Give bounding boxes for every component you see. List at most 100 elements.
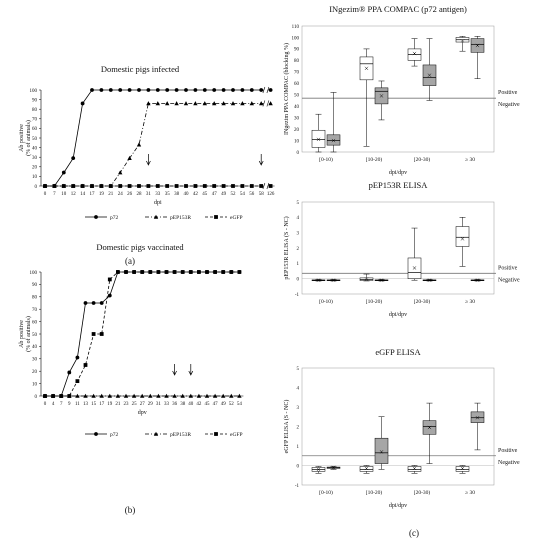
cutoff-label-positive: Positive xyxy=(498,90,518,96)
mean-marker xyxy=(460,466,465,471)
data-point-eGFP xyxy=(43,394,47,398)
data-point-p72 xyxy=(212,88,217,92)
axis-break-gap xyxy=(263,182,269,190)
mean-marker xyxy=(475,43,480,48)
x-tick-label: ≥ 30 xyxy=(465,490,475,496)
x-tick-label: 31 xyxy=(156,402,162,407)
x-axis-title: dpi/dpv xyxy=(389,312,407,318)
data-point-p72 xyxy=(99,301,104,305)
data-point-eGFP xyxy=(221,270,226,274)
y-tick-label: 20 xyxy=(32,166,38,171)
x-tick-label: 17 xyxy=(90,192,96,197)
x-tick-label: 21 xyxy=(115,402,121,407)
data-point-eGFP xyxy=(127,184,132,188)
arrow-marker xyxy=(258,154,264,166)
data-point-eGFP xyxy=(137,184,141,188)
data-point-pEP153R xyxy=(196,393,202,398)
x-tick-label: 26 xyxy=(127,192,133,197)
x-tick-label: 47 xyxy=(213,402,219,407)
data-point-eGFP xyxy=(99,332,104,336)
data-point-eGFP xyxy=(237,270,242,274)
legend-marker-pEP153R xyxy=(153,214,159,219)
x-tick-label: 40 xyxy=(184,192,190,197)
x-tick-label: 49 xyxy=(221,192,227,197)
x-tick-label: 25 xyxy=(132,402,138,407)
data-point-p72 xyxy=(83,301,88,305)
legend-marker-eGFP xyxy=(214,215,218,219)
data-point-pEP153R xyxy=(156,393,161,398)
data-point-p72 xyxy=(108,88,113,92)
x-tick-label: 36 xyxy=(172,402,178,407)
data-point-pEP153R xyxy=(204,393,210,398)
mean-marker xyxy=(427,278,432,282)
box-infected xyxy=(407,466,422,472)
data-point-pEP153R xyxy=(155,101,160,106)
x-tick-label: 126 xyxy=(267,192,275,197)
chart-title: Domestic pigs vaccinated xyxy=(96,242,184,252)
data-point-pEP153R xyxy=(75,393,80,398)
y-axis-title: eGFP ELISA (S - NC) xyxy=(283,400,290,454)
y-axis-title-2: (% of animals) xyxy=(25,316,32,352)
y-tick-label: 70 xyxy=(32,118,38,123)
x-tick-label: 23 xyxy=(124,402,130,407)
data-point-eGFP xyxy=(80,184,85,188)
y-tick-label: 80 xyxy=(294,59,300,64)
data-point-eGFP xyxy=(132,270,136,274)
data-point-p72 xyxy=(259,88,264,92)
data-point-pEP153R xyxy=(131,393,137,398)
data-point-p72 xyxy=(146,88,151,92)
data-point-pEP153R xyxy=(172,393,177,398)
mean-marker xyxy=(379,278,384,282)
arrow-marker xyxy=(172,364,177,376)
mean-marker xyxy=(460,39,465,43)
x-tick-label: 0 xyxy=(44,192,47,197)
x-axis-title: dpi/dpv xyxy=(389,503,407,509)
data-point-eGFP xyxy=(118,184,123,188)
data-point-p72 xyxy=(193,88,198,92)
x-tick-label: 42 xyxy=(193,192,199,197)
mean-marker xyxy=(364,66,369,71)
data-point-pEP153R xyxy=(165,101,170,106)
y-tick-label: 90 xyxy=(294,48,300,53)
y-tick-label: 50 xyxy=(32,333,38,338)
plot-frame xyxy=(301,25,495,153)
series-line-p72 xyxy=(45,271,240,397)
data-point-p72 xyxy=(268,88,273,92)
data-point-eGFP xyxy=(221,184,226,188)
x-tick-label: 11 xyxy=(75,402,80,407)
box-vaccinated xyxy=(374,437,389,464)
y-axis-title-2: (% of animals) xyxy=(25,120,32,156)
x-tick-label: 33 xyxy=(164,402,170,407)
y-tick-label: 40 xyxy=(32,146,38,151)
data-point-p72 xyxy=(127,88,132,92)
y-tick-label: 5 xyxy=(297,201,300,206)
data-point-pEP153R xyxy=(107,393,112,398)
data-point-eGFP xyxy=(259,184,264,188)
x-axis-title: dpi xyxy=(154,200,162,206)
data-point-p72 xyxy=(155,88,160,92)
plot-frame xyxy=(301,367,495,486)
data-point-pEP153R xyxy=(164,393,169,398)
x-tick-label: 14 xyxy=(80,192,86,197)
data-point-eGFP xyxy=(193,184,198,188)
mean-marker xyxy=(331,138,336,143)
data-point-p72 xyxy=(99,88,104,92)
mean-marker xyxy=(364,277,369,281)
mean-marker xyxy=(427,73,432,78)
data-point-eGFP xyxy=(229,270,234,274)
x-tick-label: 29 xyxy=(148,402,154,407)
y-tick-label: -1 xyxy=(295,293,300,298)
data-point-p72 xyxy=(137,88,141,92)
data-point-eGFP xyxy=(213,270,217,274)
legend-label: pEP153R xyxy=(170,215,191,221)
legend-marker-p72 xyxy=(94,215,98,219)
cutoff-label-negative: Negative xyxy=(498,460,520,466)
data-point-pEP153R xyxy=(259,101,264,106)
y-tick-label: 90 xyxy=(32,98,38,103)
data-point-p72 xyxy=(231,88,235,92)
data-point-p72 xyxy=(184,88,188,92)
legend-label: eGFP xyxy=(230,432,243,438)
y-tick-label: 2 xyxy=(297,247,300,252)
x-tick-label: 54 xyxy=(237,402,243,407)
x-tick-label: 52 xyxy=(229,402,235,407)
